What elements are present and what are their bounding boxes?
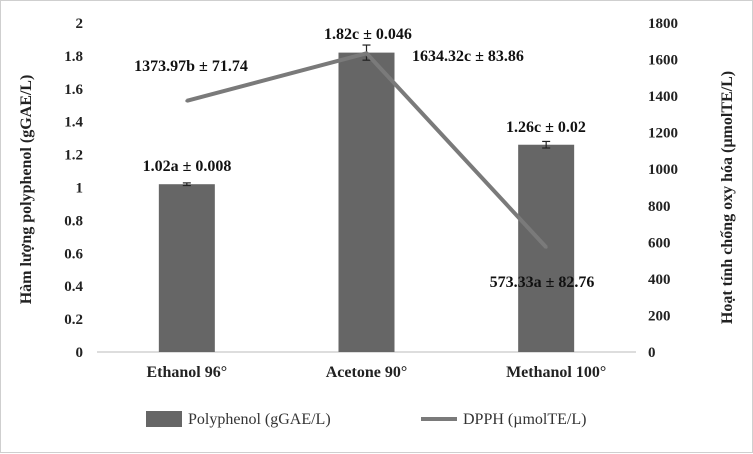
y2-tick-label: 1600 — [648, 53, 678, 69]
y-axis-title: Hàm lượng polyphenol (gGAE/L) — [18, 75, 35, 305]
y2-tick-label: 800 — [648, 199, 671, 215]
legend-swatch-polyphenol — [146, 411, 182, 427]
y2-tick-label: 200 — [648, 308, 671, 324]
y-tick-label: 1.6 — [64, 82, 83, 98]
data-label-polyphenol: 1.26c ± 0.02 — [506, 119, 586, 136]
y2-tick-label: 1200 — [648, 126, 678, 142]
x-tick-label: Acetone 90° — [326, 364, 407, 381]
y2-tick-label: 400 — [648, 272, 671, 288]
y2-tick-label: 1400 — [648, 89, 678, 105]
bar-polyphenol — [158, 184, 215, 352]
y2-tick-label: 1000 — [648, 162, 678, 178]
y-tick-label: 0.8 — [64, 213, 83, 229]
y-tick-label: 1.8 — [64, 49, 83, 65]
data-label-dpph: 573.33a ± 82.76 — [490, 274, 595, 291]
y-tick-label: 1 — [76, 181, 84, 197]
data-label-polyphenol: 1.82c ± 0.046 — [324, 26, 412, 43]
legend: Polyphenol (gGAE/L) DPPH (µmolTE/L) — [146, 411, 586, 428]
point-dpph — [185, 99, 189, 103]
y-tick-label: 1.2 — [64, 148, 83, 164]
y-tick-label: 0 — [76, 345, 84, 361]
point-dpph — [365, 51, 368, 55]
x-tick-label: Methanol 100° — [506, 364, 606, 381]
bar-polyphenol — [338, 52, 395, 353]
y-tick-label: 2 — [76, 16, 84, 32]
point-dpph — [544, 245, 548, 249]
y-tick-label: 0.2 — [64, 312, 83, 328]
y2-tick-label: 0 — [648, 345, 656, 361]
y-tick-label: 0.6 — [64, 246, 83, 262]
y2-tick-label: 600 — [648, 235, 671, 251]
data-label-polyphenol: 1.02a ± 0.008 — [143, 158, 232, 175]
y2-tick-label: 1800 — [648, 16, 678, 32]
data-label-dpph: 1373.97b ± 71.74 — [134, 58, 248, 75]
y-tick-label: 0.4 — [64, 279, 83, 295]
legend-label-dpph: DPPH (µmolTE/L) — [463, 411, 586, 428]
y2-axis-title: Hoạt tính chống oxy hóa (µmolTE/L) — [719, 71, 736, 324]
y-tick-label: 1.4 — [64, 115, 83, 131]
data-label-dpph: 1634.32c ± 83.86 — [412, 48, 524, 65]
legend-label-polyphenol: Polyphenol (gGAE/L) — [188, 411, 331, 428]
x-tick-label: Ethanol 96° — [147, 364, 228, 381]
